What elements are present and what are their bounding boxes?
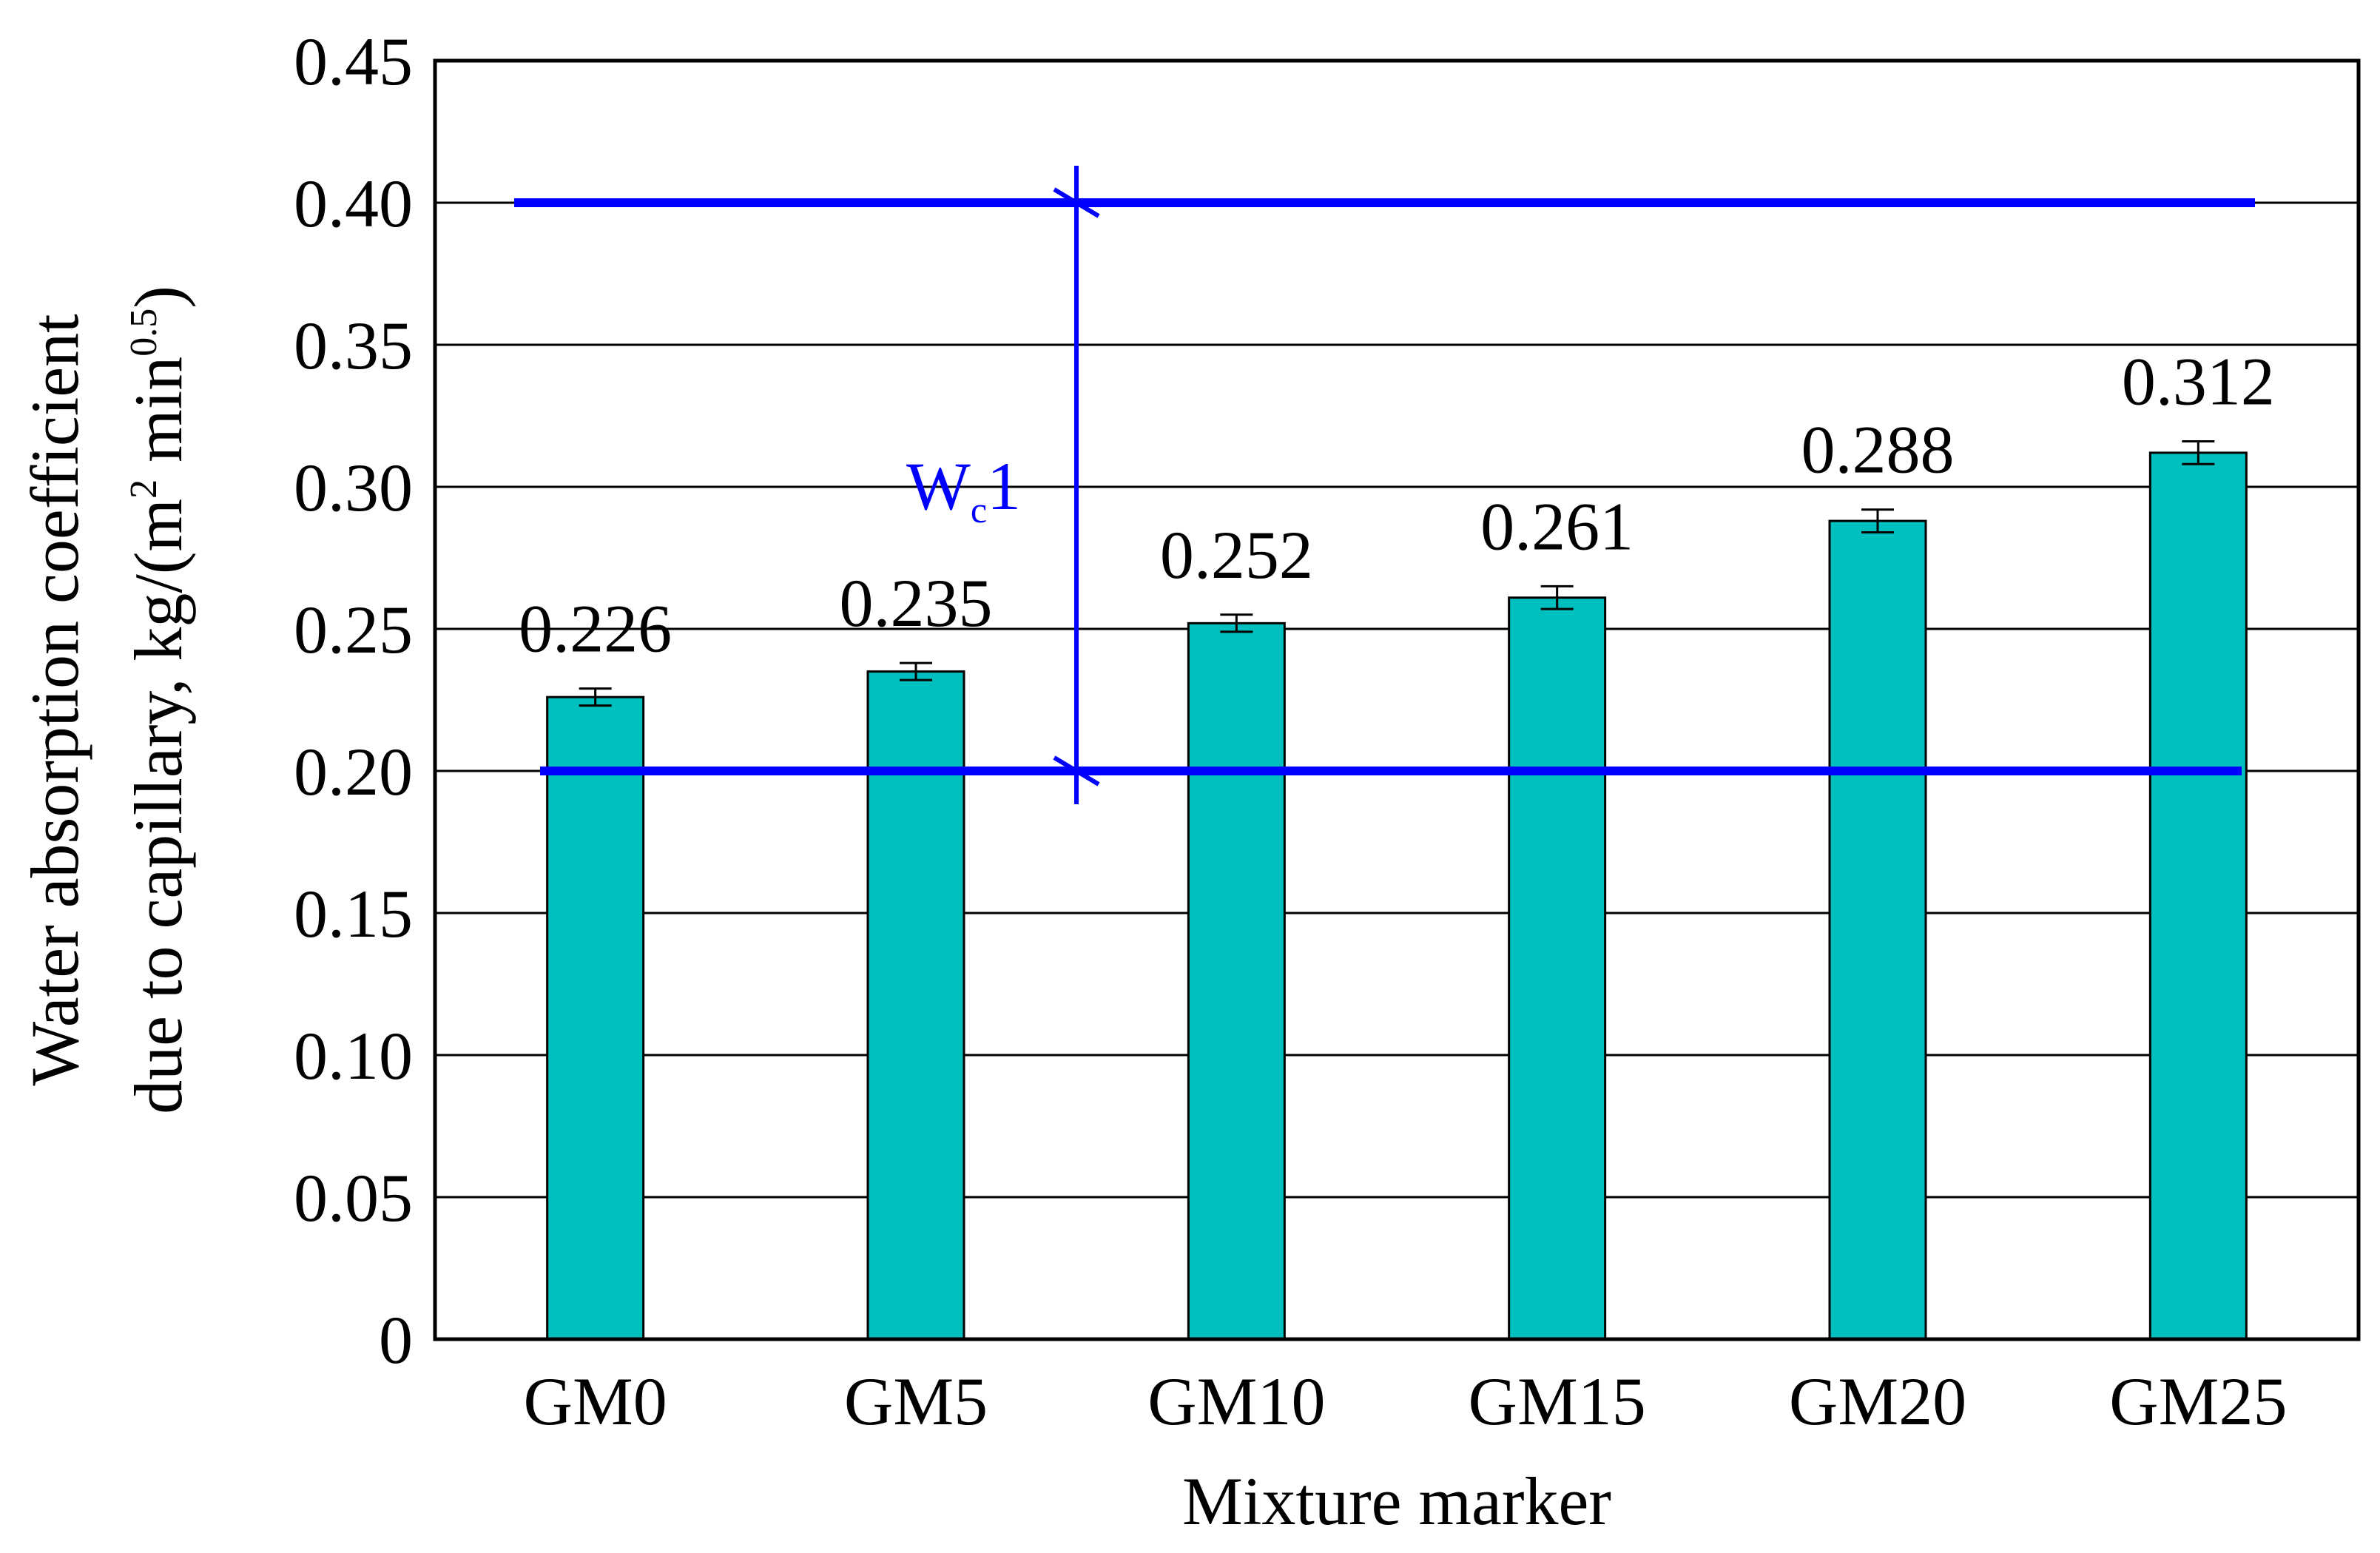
bar-GM0 — [546, 695, 645, 1341]
error-bar-GM25 — [2182, 440, 2215, 465]
error-bar-GM20 — [1861, 508, 1894, 533]
bar-value-label: 0.235 — [840, 565, 993, 641]
bar-value-label: 0.312 — [2122, 344, 2275, 420]
y-axis-title-line2-mid: min — [121, 357, 196, 479]
x-tick-label: GM5 — [844, 1364, 988, 1439]
bar-GM25 — [2148, 451, 2248, 1341]
bar-value-label: 0.252 — [1160, 517, 1313, 593]
y-tick-label: 0 — [379, 1302, 413, 1378]
y-tick-label: 0.20 — [294, 734, 413, 809]
y-axis-title-line2: due to capillary, kg/(m2 min0.5) — [121, 286, 196, 1114]
error-bar-GM0 — [579, 687, 612, 707]
x-tick-label: GM10 — [1147, 1364, 1325, 1439]
bar-value-label: 0.226 — [519, 591, 672, 667]
y-tick-labels: 0 0.05 0.10 0.15 0.20 0.25 0.30 0.35 0.40 0.45 — [294, 24, 413, 1378]
y-tick-label: 0.10 — [294, 1018, 413, 1094]
x-tick-label: GM15 — [1469, 1364, 1646, 1439]
error-bar-GM15 — [1540, 585, 1574, 610]
error-bar-GM5 — [900, 661, 932, 681]
x-tick-label: GM0 — [524, 1364, 667, 1439]
range-marker-tick-top — [1053, 187, 1100, 218]
y-axis-title-line1: Water absorption coefficient — [17, 314, 92, 1086]
error-bar-GM10 — [1220, 613, 1253, 633]
y-axis-title-sup2: 0.5 — [123, 309, 165, 357]
bar-value-label: 0.288 — [1801, 412, 1955, 488]
y-tick-label: 0.05 — [294, 1160, 413, 1236]
wc1-annotation: Wc1 — [906, 448, 1021, 530]
x-tick-label: GM25 — [2109, 1364, 2287, 1439]
range-marker-tick-bottom — [1053, 755, 1100, 786]
bar-GM15 — [1508, 596, 1607, 1341]
y-tick-label: 0.40 — [294, 166, 413, 241]
y-tick-label: 0.30 — [294, 450, 413, 525]
plot-frame — [433, 58, 2361, 1341]
x-tick-label: GM20 — [1789, 1364, 1966, 1439]
x-tick-labels: GM0 GM5 GM10 GM15 GM20 GM25 — [524, 1364, 2288, 1439]
y-axis-title-sup1: 2 — [123, 479, 165, 499]
x-axis-title: Mixture marker — [1182, 1463, 1611, 1539]
y-tick-label: 0.15 — [294, 876, 413, 951]
reference-lines — [514, 166, 2255, 804]
bar-GM20 — [1828, 519, 1927, 1341]
y-tick-label: 0.35 — [294, 308, 413, 383]
bar-GM10 — [1187, 621, 1286, 1341]
bars — [546, 451, 2248, 1341]
wc1-annotation-main: W — [906, 448, 971, 524]
wc1-annotation-end: 1 — [987, 448, 1021, 524]
bar-value-label: 0.261 — [1480, 488, 1634, 564]
y-axis-title-line2-end: ) — [121, 286, 196, 309]
y-axis-title-line2-main: due to capillary, kg/(m — [121, 499, 196, 1114]
error-bars — [579, 440, 2215, 707]
y-tick-label: 0.25 — [294, 592, 413, 667]
wc1-annotation-sub: c — [971, 489, 987, 530]
y-tick-label: 0.45 — [294, 24, 413, 99]
bar-GM5 — [866, 670, 965, 1341]
bar-value-labels: 0.226 0.235 0.252 0.261 0.288 0.312 — [519, 344, 2275, 667]
